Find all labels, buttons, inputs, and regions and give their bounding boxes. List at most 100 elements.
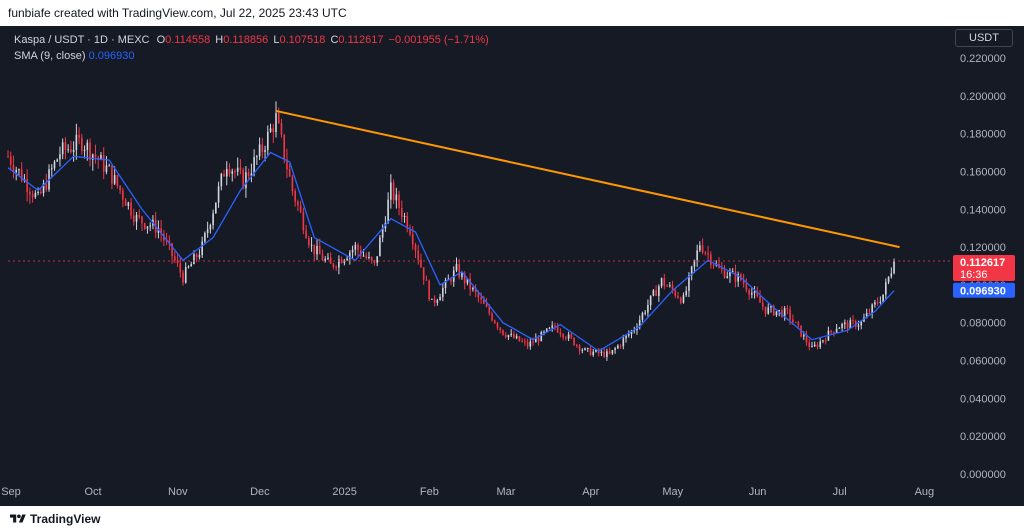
candle-body (524, 341, 526, 343)
chart-credit-bar: funbiafe created with TradingView.com, J… (0, 0, 1024, 26)
candle-body (357, 244, 359, 251)
candle-body (816, 344, 819, 347)
candle-body (671, 285, 674, 291)
candle-body (797, 322, 800, 326)
candle-body (644, 312, 647, 314)
candle-body (204, 232, 206, 242)
sma-label[interactable]: SMA (9, close) (14, 50, 86, 62)
candle-body (266, 131, 269, 151)
candle-body (808, 342, 811, 348)
last-price-tag (953, 255, 1015, 282)
candle-body (83, 149, 86, 151)
candle-body (349, 252, 351, 259)
candle-body (764, 306, 767, 314)
y-tick-label: 0.180000 (960, 129, 1006, 141)
candle-body (548, 327, 551, 329)
candle-body (515, 336, 518, 339)
chart-area[interactable] (0, 26, 1024, 506)
candle-body (400, 207, 403, 218)
candle-body (885, 282, 887, 295)
ohlc-row: Kaspa / USDT · 1D · MEXC O0.114558 H0.11… (14, 32, 489, 48)
x-tick-label: Mar (497, 486, 516, 498)
candle-body (674, 290, 677, 296)
candle-body (184, 267, 187, 283)
candle-body (496, 323, 499, 328)
candle-body (379, 237, 381, 257)
candle-body (299, 205, 302, 213)
candle-body (813, 344, 816, 347)
candle-body (9, 156, 12, 166)
x-tick-label: Feb (420, 486, 439, 498)
candle-body (824, 340, 827, 342)
candle-body (256, 156, 258, 158)
x-tick-label: Apr (582, 486, 599, 498)
candle-body (731, 271, 734, 273)
low-value: 0.107518 (279, 34, 326, 46)
candle-body (701, 245, 704, 253)
candle-body (751, 292, 753, 295)
candle-body (242, 169, 245, 189)
candle-body (56, 159, 59, 162)
candle-body (283, 134, 286, 160)
candle-body (617, 345, 619, 349)
x-tick-label: Aug (915, 486, 935, 498)
candle-body (641, 313, 644, 320)
candle-body (455, 264, 458, 271)
candle-body (633, 330, 636, 332)
candle-body (313, 244, 316, 255)
candle-body (417, 250, 420, 260)
open-value: 0.114558 (165, 34, 211, 46)
candle-body (543, 331, 545, 333)
candle-body (108, 165, 111, 167)
candle-body (370, 257, 373, 261)
candlestick-chart[interactable]: 0.220000 0.200000 0.180000 0.160000 0.140000… (0, 26, 1024, 506)
candle-body (592, 351, 595, 356)
currency-button[interactable]: USDT (955, 29, 1013, 47)
candle-body (822, 340, 824, 342)
candle-body (748, 290, 750, 295)
candle-body (373, 260, 376, 263)
candle-body (29, 191, 31, 195)
candle-body (100, 154, 102, 160)
candle-body (406, 215, 409, 229)
candle-body (362, 255, 365, 257)
candle-body (802, 335, 805, 337)
candle-body (338, 259, 340, 268)
candle-body (193, 254, 195, 265)
x-tick-label: Oct (84, 486, 101, 498)
candle-body (291, 176, 294, 191)
candle-body (288, 169, 291, 177)
candle-body (190, 264, 193, 267)
candle-body (138, 215, 141, 217)
candle-body (277, 113, 280, 123)
candle-body (425, 279, 428, 281)
candle-body (212, 213, 214, 226)
change-value: −0.001955 (−1.71%) (388, 34, 489, 46)
candle-body (461, 273, 463, 278)
candle-body (59, 154, 61, 160)
candle-body (332, 263, 335, 268)
symbol-label[interactable]: Kaspa / USDT · 1D · MEXC (14, 34, 150, 46)
candle-body (450, 279, 452, 282)
candle-body (846, 322, 849, 329)
candle-body (70, 149, 72, 153)
candle-body (789, 309, 791, 320)
candle-body (225, 168, 228, 177)
candle-body (726, 276, 729, 278)
candle-body (562, 334, 564, 338)
y-tick-label: 0.220000 (960, 53, 1006, 65)
candle-body (403, 215, 406, 218)
candle-body (365, 255, 368, 258)
candle-body (707, 252, 709, 255)
candle-body (245, 172, 247, 189)
tradingview-brand: TradingView (30, 512, 101, 526)
candle-body (269, 128, 272, 132)
x-tick-label: May (662, 486, 683, 498)
candle-body (537, 338, 540, 342)
candle-body (42, 183, 45, 194)
chart-legend: Kaspa / USDT · 1D · MEXC O0.114558 H0.11… (14, 32, 489, 64)
candle-body (72, 149, 75, 153)
candle-body (483, 299, 485, 304)
candle-body (250, 173, 253, 176)
candle-body (772, 305, 775, 316)
